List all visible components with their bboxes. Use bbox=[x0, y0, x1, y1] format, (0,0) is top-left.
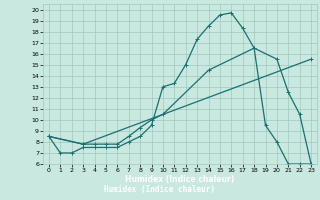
X-axis label: Humidex (Indice chaleur): Humidex (Indice chaleur) bbox=[125, 175, 235, 184]
Text: Humidex (Indice chaleur): Humidex (Indice chaleur) bbox=[105, 185, 215, 194]
